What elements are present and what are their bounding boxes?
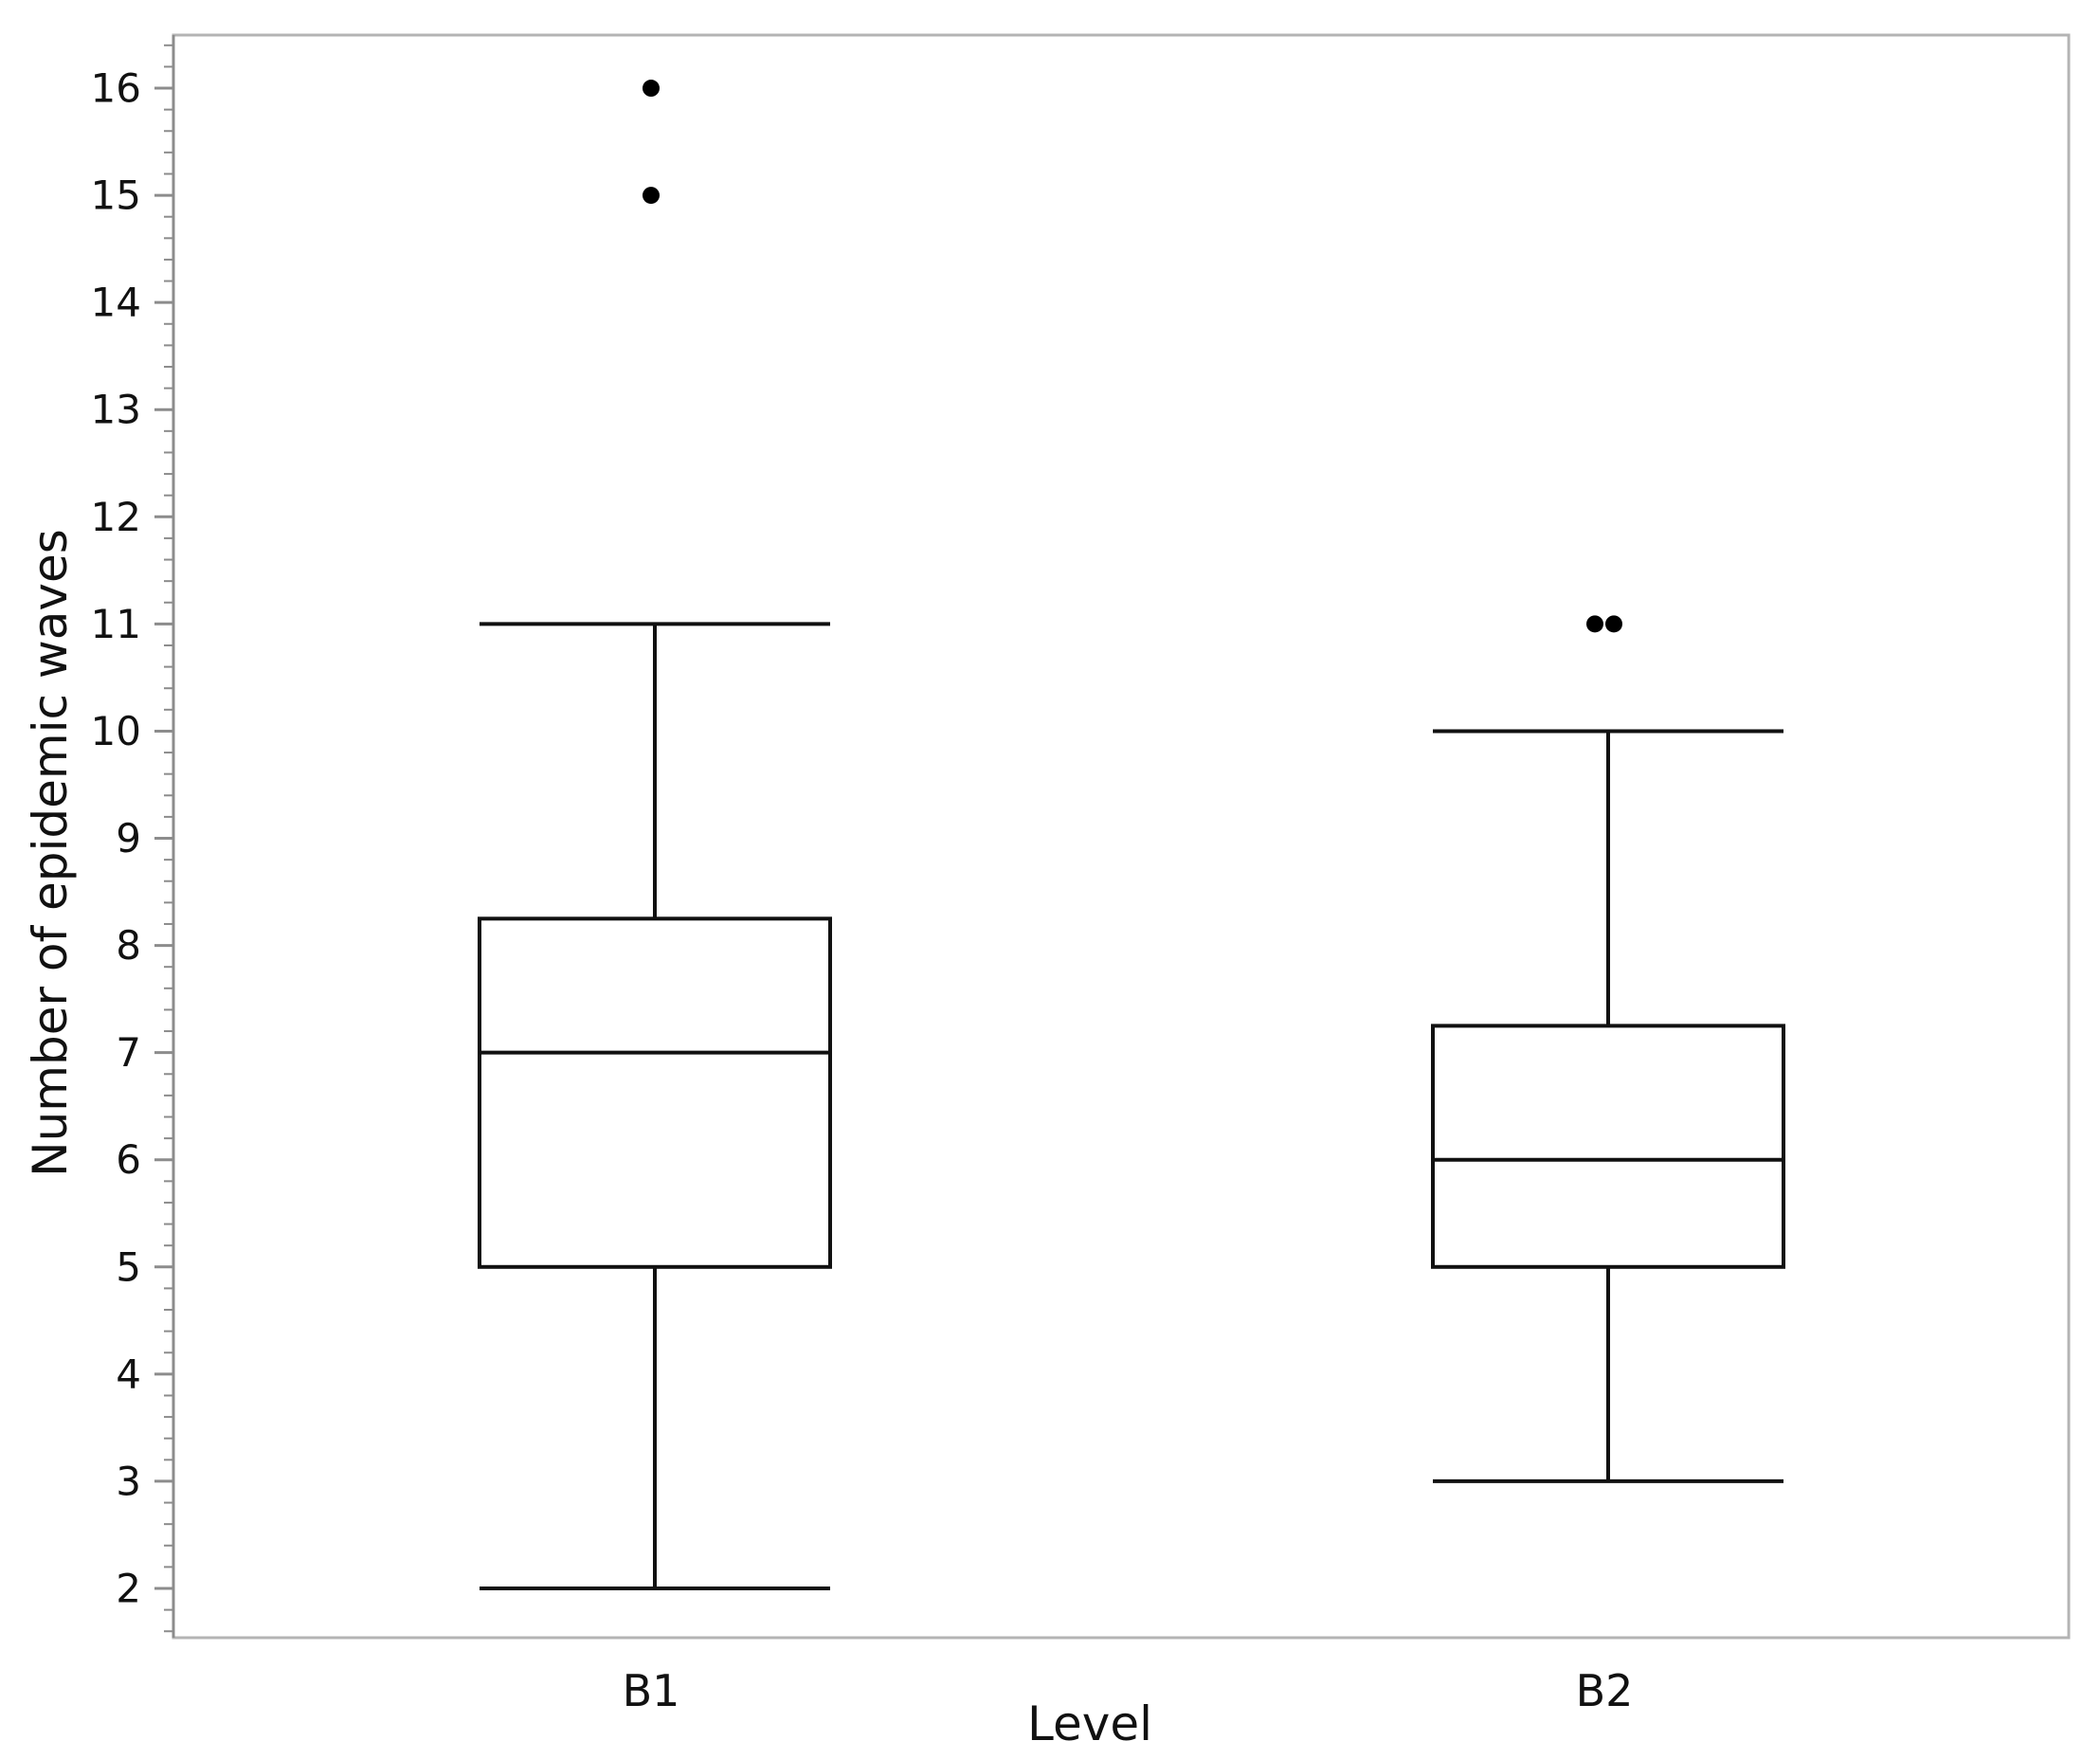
y-tick-label: 8 bbox=[116, 922, 141, 969]
y-tick-label: 10 bbox=[91, 708, 141, 754]
y-tick-label: 15 bbox=[91, 172, 141, 219]
y-tick-label: 12 bbox=[91, 494, 141, 540]
outlier-point bbox=[643, 80, 660, 98]
x-axis-title: Level bbox=[1027, 1696, 1152, 1751]
outlier-point bbox=[1586, 615, 1603, 633]
y-tick-label: 11 bbox=[91, 601, 141, 647]
y-tick-label: 14 bbox=[91, 280, 141, 326]
y-tick-label: 3 bbox=[116, 1458, 141, 1504]
y-tick-label: 5 bbox=[116, 1243, 141, 1290]
boxes-layer bbox=[478, 80, 1785, 1590]
iqr-box bbox=[1431, 1024, 1785, 1269]
outlier-point bbox=[1605, 615, 1622, 633]
x-tick-label-b1: B1 bbox=[623, 1665, 680, 1716]
box-b1 bbox=[478, 80, 832, 1590]
y-tick-label: 13 bbox=[91, 387, 141, 433]
y-tick-label: 2 bbox=[116, 1566, 141, 1612]
plot-frame bbox=[172, 33, 2071, 1640]
x-tick-label-b2: B2 bbox=[1576, 1665, 1634, 1716]
y-tick-label: 9 bbox=[116, 815, 141, 861]
y-axis-ticks: 2 3 4 5 6 7 8 9 10 11 12 13 14 15 16 bbox=[91, 44, 173, 1633]
x-category-labels: B1 B2 bbox=[623, 1665, 1634, 1716]
iqr-box bbox=[478, 916, 832, 1269]
y-axis-title: Number of epidemic waves bbox=[23, 529, 78, 1177]
outlier-point bbox=[643, 187, 660, 205]
y-tick-label: 16 bbox=[91, 65, 141, 112]
y-tick-label: 6 bbox=[116, 1136, 141, 1183]
box-b2 bbox=[1431, 615, 1785, 1483]
y-tick-label: 4 bbox=[116, 1351, 141, 1397]
y-tick-label: 7 bbox=[116, 1029, 141, 1076]
